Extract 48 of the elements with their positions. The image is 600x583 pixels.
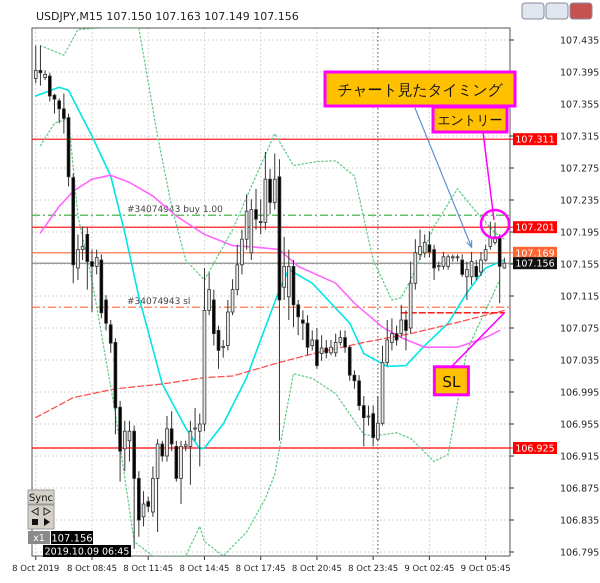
annotation: エントリー [438, 114, 503, 128]
y-tick-label: 107.275 [560, 164, 600, 174]
y-tick-label: 106.795 [560, 548, 600, 558]
y-tick-label: 107.075 [560, 324, 600, 334]
annotation: SL [442, 372, 461, 391]
y-tick-label: 107.115 [560, 292, 600, 302]
x-tick-label: 9 Oct 02:45 [404, 564, 454, 574]
ref-line-label: 107.201 [515, 222, 555, 234]
ref-line-label: 106.925 [515, 444, 555, 454]
x-tick-label: 8 Oct 20:45 [292, 564, 342, 574]
line-series [40, 174, 500, 348]
ref-line-label: 107.156 [515, 258, 555, 270]
y-tick-label: 107.355 [560, 100, 600, 110]
x-tick-label: 8 Oct 2019 [12, 564, 60, 574]
y-tick-label: 107.395 [560, 68, 600, 78]
annotation: 107.156 [51, 534, 93, 544]
ref-line-label: 107.311 [515, 134, 555, 146]
annotation: 2019.10.09 06:45 [43, 545, 131, 558]
x-tick-label: 8 Oct 08:45 [66, 564, 117, 574]
y-tick-label: 106.875 [560, 484, 600, 494]
y-tick-label: 107.315 [560, 132, 600, 142]
y-tick-label: 107.155 [560, 260, 600, 270]
annotation: x1 [33, 533, 45, 544]
x-tick-label: 8 Oct 23:45 [348, 564, 398, 574]
annotation: x1 [28, 531, 50, 544]
x-tick-label: 8 Oct 11:45 [123, 564, 174, 574]
annotation: エントリー [432, 106, 510, 240]
candlestick [460, 254, 464, 278]
chart-title: USDJPY,M15 107.150 107.163 107.149 107.156 [36, 10, 299, 23]
y-tick-label: 106.835 [560, 516, 600, 526]
x-tick-label: 9 Oct 05:45 [460, 564, 511, 574]
annotation: 107.156 [51, 531, 93, 544]
y-tick-label: 107.435 [560, 36, 600, 46]
x-tick-label: 8 Oct 14:45 [179, 564, 230, 574]
annotation: チャート見たタイミング [338, 81, 504, 99]
ref-line-label: 107.169 [515, 248, 555, 260]
annotation: Sync [28, 490, 54, 530]
y-tick-label: 107.195 [560, 228, 600, 238]
y-tick-label: 107.035 [560, 356, 600, 366]
x-tick-label: 8 Oct 17:45 [236, 564, 286, 574]
annotation: Sync [28, 493, 54, 504]
candlestick [34, 45, 38, 84]
y-tick-label: 106.995 [560, 388, 600, 398]
y-tick-label: 106.915 [560, 452, 600, 462]
annotation: SL [432, 312, 505, 396]
y-tick-label: 107.235 [560, 196, 600, 206]
y-tick-label: 106.955 [560, 420, 600, 430]
line-series [35, 310, 506, 418]
